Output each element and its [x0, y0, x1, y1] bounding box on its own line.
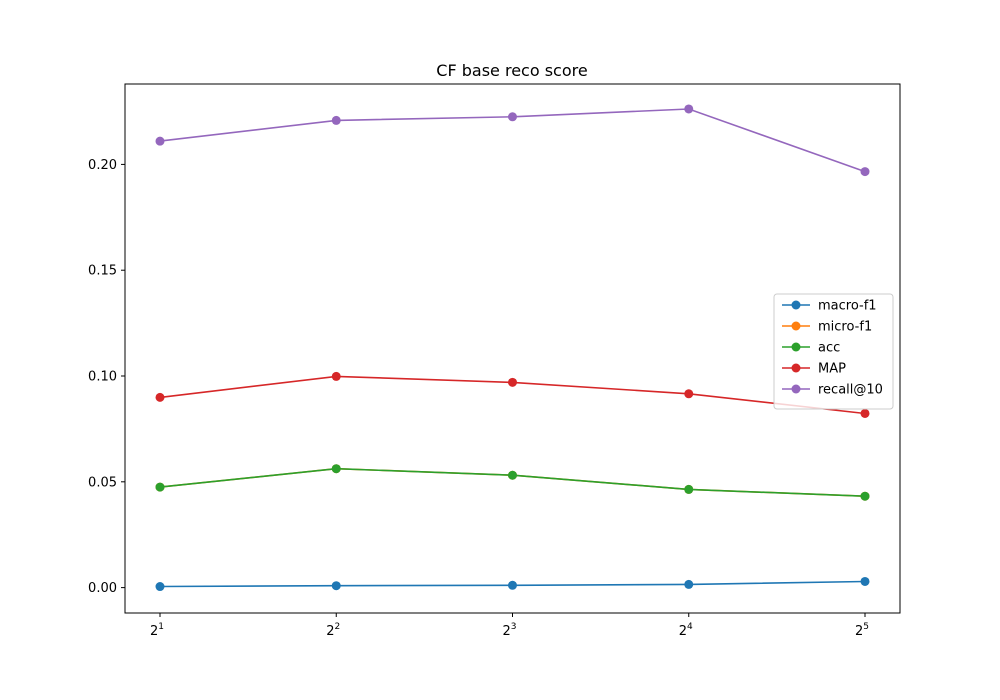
x-tick-label: 23 — [502, 622, 516, 639]
legend-marker-acc — [791, 342, 801, 352]
y-tick-label: 0.15 — [88, 264, 117, 279]
data-point-recall@10 — [860, 167, 870, 177]
data-point-MAP — [508, 377, 517, 387]
legend-label-macro-f1: macro-f1 — [818, 299, 877, 314]
data-point-macro-f1 — [155, 582, 165, 592]
y-tick-label: 0.10 — [88, 370, 117, 385]
data-point-acc — [684, 484, 694, 494]
data-point-recall@10 — [155, 136, 165, 146]
data-point-MAP — [155, 392, 165, 402]
legend-box — [773, 293, 894, 410]
y-tick-label: 0.05 — [88, 475, 117, 490]
legend-marker-MAP — [791, 363, 801, 373]
legend-marker-macro-f1 — [791, 300, 801, 310]
data-point-MAP — [860, 408, 870, 418]
y-tick-label: 0.20 — [88, 158, 117, 173]
y-tick-label: 0.00 — [88, 581, 117, 596]
data-point-macro-f1 — [508, 580, 517, 590]
legend-label-MAP: MAP — [818, 362, 846, 377]
legend-label-micro-f1: micro-f1 — [818, 320, 872, 335]
legend-label-recall@10: recall@10 — [818, 383, 883, 398]
x-tick-label: 25 — [855, 622, 869, 639]
data-point-recall@10 — [508, 112, 517, 122]
data-point-recall@10 — [331, 115, 341, 125]
data-point-acc — [331, 464, 341, 474]
data-point-MAP — [684, 389, 694, 399]
data-point-macro-f1 — [684, 579, 694, 589]
data-point-macro-f1 — [860, 576, 870, 586]
x-tick-label: 22 — [326, 622, 340, 639]
data-point-acc — [155, 482, 165, 492]
data-point-acc — [508, 470, 517, 480]
x-tick-label: 24 — [679, 622, 693, 639]
chart-title: CF base reco score — [436, 61, 587, 80]
legend-label-acc: acc — [818, 341, 840, 356]
data-point-acc — [860, 491, 870, 501]
plot-area: 0.00 0.05 0.10 0.15 0.20 21 22 23 24 25 — [88, 83, 901, 639]
data-point-recall@10 — [684, 104, 694, 114]
x-tick-label: 21 — [150, 622, 164, 639]
legend-marker-micro-f1 — [791, 321, 801, 331]
data-point-macro-f1 — [331, 581, 341, 591]
legend-marker-recall@10 — [791, 384, 801, 394]
data-point-MAP — [331, 371, 341, 381]
legend: macro-f1 micro-f1 acc MAP recall@10 — [773, 293, 894, 410]
